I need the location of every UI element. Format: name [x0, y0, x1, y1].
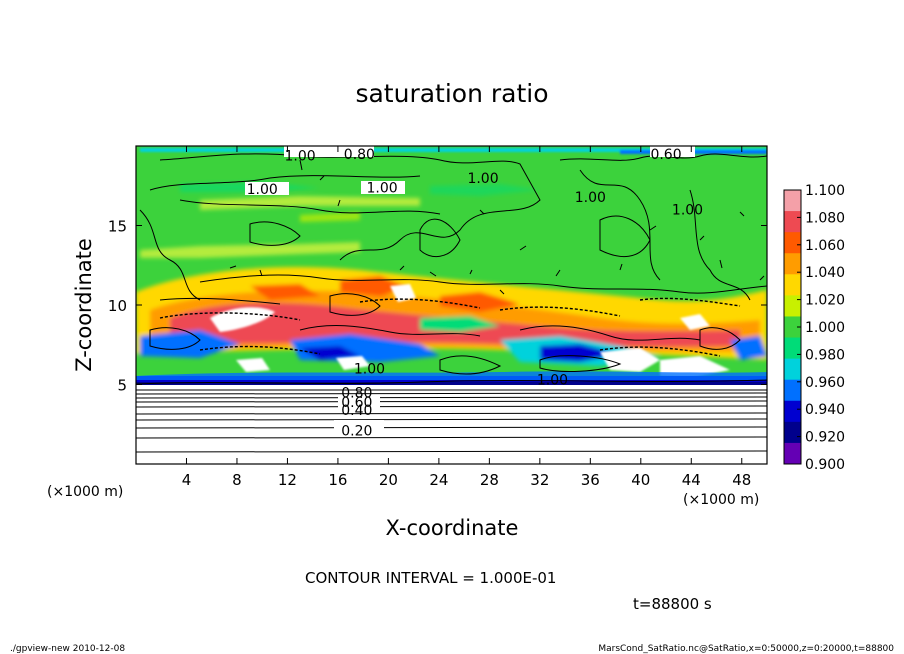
contour-label: 1.00 [467, 171, 498, 187]
contour-label: 0.80 [341, 385, 372, 401]
x-tick-label: 36 [581, 471, 600, 489]
x-tick-label: 4 [182, 471, 192, 489]
contour-label: 0.60 [341, 395, 372, 411]
contour-label: 0.40 [341, 403, 372, 419]
z-axis-label: Z-coordinate [72, 238, 96, 372]
colorbar-label: 1.000 [805, 320, 845, 336]
footer-right: MarsCond_SatRatio.nc@SatRatio,x=0:50000,… [598, 644, 894, 654]
contour-label: 0.80 [344, 147, 375, 163]
x-tick-label: 28 [480, 471, 499, 489]
colorbar-swatch [784, 400, 801, 423]
colorbar-swatch [784, 358, 801, 381]
x-tick-label: 12 [278, 471, 297, 489]
contour-label-backgrounds [245, 146, 695, 434]
colorbar-label: 1.080 [805, 210, 845, 226]
x-tick-label: 32 [530, 471, 549, 489]
z-axis-unit: (×1000 m) [47, 484, 123, 500]
contour-label: 1.00 [575, 190, 606, 206]
colorbar-label: 1.060 [805, 238, 845, 254]
colorbar-label: 0.960 [805, 375, 845, 391]
x-tick-label: 20 [379, 471, 398, 489]
z-tick-label: 15 [108, 218, 127, 236]
colorbar-label: 0.920 [805, 430, 845, 446]
x-tick-label: 16 [328, 471, 347, 489]
colorbar-label: 0.900 [805, 457, 845, 473]
contour-label: 0.60 [650, 147, 681, 163]
colorbar-swatch [784, 316, 801, 339]
colorbar-swatch [784, 253, 801, 275]
colorbar-label: 0.980 [805, 347, 845, 363]
colorbar-label: 0.940 [805, 402, 845, 418]
colorbar-swatch [784, 190, 801, 212]
colorbar-swatch [784, 295, 801, 317]
x-axis: 4 8 12 16 20 24 28 32 36 40 44 48 [182, 146, 751, 489]
x-tick-label: 8 [232, 471, 242, 489]
colorbar-swatch [784, 274, 801, 296]
time-text: t=88800 s [633, 595, 712, 613]
x-axis-unit: (×1000 m) [683, 492, 759, 508]
colorbar-swatch [784, 232, 801, 254]
z-tick-label: 5 [117, 377, 127, 395]
contour-label: 1.00 [367, 180, 398, 196]
x-tick-label: 44 [682, 471, 701, 489]
contour-label: 0.20 [341, 424, 372, 440]
colorbar-label: 1.100 [805, 183, 845, 199]
colorbar-swatch [784, 421, 801, 444]
chart-title: saturation ratio [355, 79, 548, 108]
heatmap-field [136, 146, 767, 464]
colorbar-label: 1.040 [805, 265, 845, 281]
x-tick-label: 48 [732, 471, 751, 489]
colorbar-label: 1.020 [805, 293, 845, 309]
colorbar: 1.100 1.080 1.060 1.040 1.020 1.000 0.980 0.960… [783, 183, 845, 473]
footer-left: ./gpview-new 2010-12-08 [10, 644, 125, 654]
x-tick-label: 24 [429, 471, 448, 489]
colorbar-swatch [784, 379, 801, 402]
contour-label: 1.00 [537, 373, 568, 389]
contour-label: 1.00 [672, 203, 703, 219]
x-axis-label: X-coordinate [386, 516, 519, 540]
z-tick-label: 10 [108, 297, 127, 315]
colorbar-swatch [784, 442, 801, 465]
contour-label: 1.00 [284, 149, 315, 165]
contour-interval-text: CONTOUR INTERVAL = 1.000E-01 [305, 569, 556, 587]
colorbar-swatch [784, 337, 801, 360]
z-axis: 5 10 15 [108, 218, 767, 395]
colorbar-swatch [784, 211, 801, 233]
contour-labels: 0.200.400.600.801.00 1.001.001.00 0.80 0.60… [247, 147, 703, 440]
contour-label: 1.00 [247, 182, 278, 198]
contour-label: 1.00 [354, 362, 385, 378]
x-tick-label: 40 [631, 471, 650, 489]
